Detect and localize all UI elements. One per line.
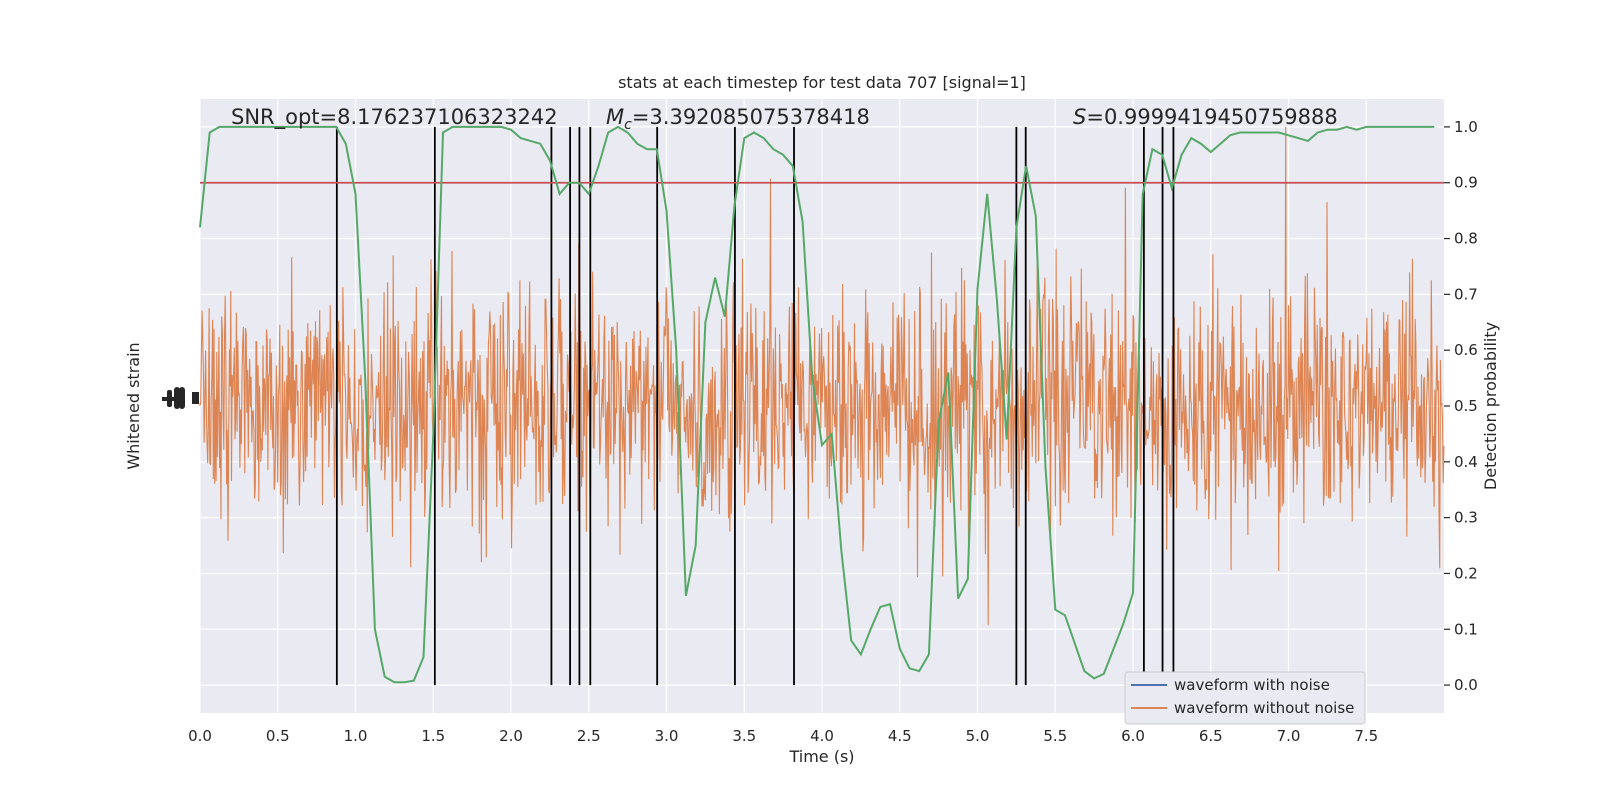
chirp-mass-annotation: Mc=3.392085075378418 — [606, 105, 870, 133]
legend: waveform with noise waveform without noi… — [1124, 671, 1366, 725]
x-tick-label: 5.5 — [1043, 727, 1067, 745]
x-tick-labels: 0.0 0.5 1.0 1.5 2.0 2.5 3.0 3.5 4.0 4.5 5.0 5.5 6.0 6… — [188, 727, 1378, 745]
legend-label-with-noise: waveform with noise — [1174, 676, 1330, 694]
left-y-axis-label: Whitened strain — [124, 342, 143, 469]
legend-label-without-noise: waveform without noise — [1174, 699, 1354, 717]
x-tick-label: 4.5 — [888, 727, 912, 745]
y-right-tick-labels: 0.0 0.1 0.2 0.3 0.4 0.5 0.6 0.7 0.8 0.9 1.0 — [1444, 118, 1478, 694]
chirp-mass-value: =3.392085075378418 — [632, 105, 870, 129]
right-y-axis-label: Detection probability — [1481, 322, 1500, 490]
x-tick-label: 7.5 — [1354, 727, 1378, 745]
x-axis-label: Time (s) — [788, 747, 854, 766]
y-tick-label: 0.9 — [1454, 174, 1478, 192]
x-tick-label: 6.5 — [1199, 727, 1223, 745]
x-tick-label: 3.0 — [655, 727, 679, 745]
y-tick-label: 0.0 — [1454, 676, 1478, 694]
x-tick-label: 1.0 — [344, 727, 368, 745]
snr-annotation: SNR_opt=8.176237106323242 — [231, 105, 558, 130]
x-tick-label: 6.0 — [1121, 727, 1145, 745]
x-tick-label: 1.5 — [421, 727, 445, 745]
x-tick-label: 2.0 — [499, 727, 523, 745]
x-tick-label: 5.0 — [966, 727, 990, 745]
x-tick-label: 3.5 — [732, 727, 756, 745]
chirp-mass-symbol: M — [606, 105, 624, 129]
score-symbol: S — [1073, 105, 1086, 129]
strain-series-without-noise — [199, 126, 1445, 626]
x-tick-label: 2.5 — [577, 727, 601, 745]
detection-probability-line — [199, 125, 1435, 684]
y-tick-label: 0.8 — [1454, 230, 1478, 248]
y-tick-label: 0.4 — [1454, 453, 1478, 471]
chirp-mass-subscript: c — [624, 117, 632, 133]
score-annotation: S=0.9999419450759888 — [1073, 105, 1338, 129]
y-tick-label: 0.1 — [1454, 620, 1478, 638]
x-tick-label: 7.0 — [1277, 727, 1301, 745]
x-tick-label: 0.5 — [266, 727, 290, 745]
y-tick-label: 1.0 — [1454, 118, 1478, 136]
y-tick-label: 0.3 — [1454, 509, 1478, 527]
score-value: =0.9999419450759888 — [1086, 105, 1337, 129]
x-tick-label: 0.0 — [188, 727, 212, 745]
y-tick-label: 0.5 — [1454, 397, 1478, 415]
y-tick-label: 0.6 — [1454, 341, 1478, 359]
left-axis-stub — [162, 387, 199, 409]
chart-title: stats at each timestep for test data 707… — [618, 73, 1026, 92]
strain-trace — [199, 126, 1445, 626]
y-tick-label: 0.2 — [1454, 564, 1478, 582]
x-tick-label: 4.0 — [810, 727, 834, 745]
y-tick-label: 0.7 — [1454, 285, 1478, 303]
legend-box — [1124, 671, 1366, 725]
